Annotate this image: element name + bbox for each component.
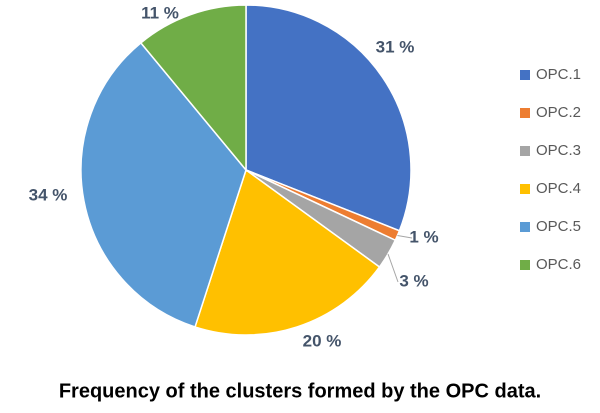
data-label: 11 %: [141, 3, 179, 22]
pie-slice: [245, 4, 412, 232]
legend-swatch: [520, 108, 530, 118]
pie-slice: [194, 168, 381, 336]
data-label: 34 %: [29, 185, 68, 204]
legend-swatch: [520, 146, 530, 156]
legend-label: OPC.6: [536, 256, 581, 273]
leader-line: [387, 253, 399, 283]
leader-line: [397, 235, 413, 239]
legend-label: OPC.1: [536, 66, 581, 83]
data-label: 3 %: [399, 271, 428, 290]
chart-title: Frequency of the clusters formed by the …: [59, 380, 541, 402]
legend-label: OPC.2: [536, 104, 581, 121]
legend-label: OPC.5: [536, 218, 581, 235]
pie-slice: [139, 4, 247, 173]
legend-swatch: [520, 260, 530, 270]
data-label: 20 %: [303, 331, 342, 350]
legend-swatch: [520, 70, 530, 80]
legend-label: OPC.4: [536, 180, 581, 197]
data-label: 31 %: [376, 37, 415, 56]
legend-swatch: [520, 222, 530, 232]
pie-slice: [80, 41, 247, 328]
legend-swatch: [520, 184, 530, 194]
legend-label: OPC.3: [536, 142, 581, 159]
data-label: 1 %: [409, 227, 438, 246]
